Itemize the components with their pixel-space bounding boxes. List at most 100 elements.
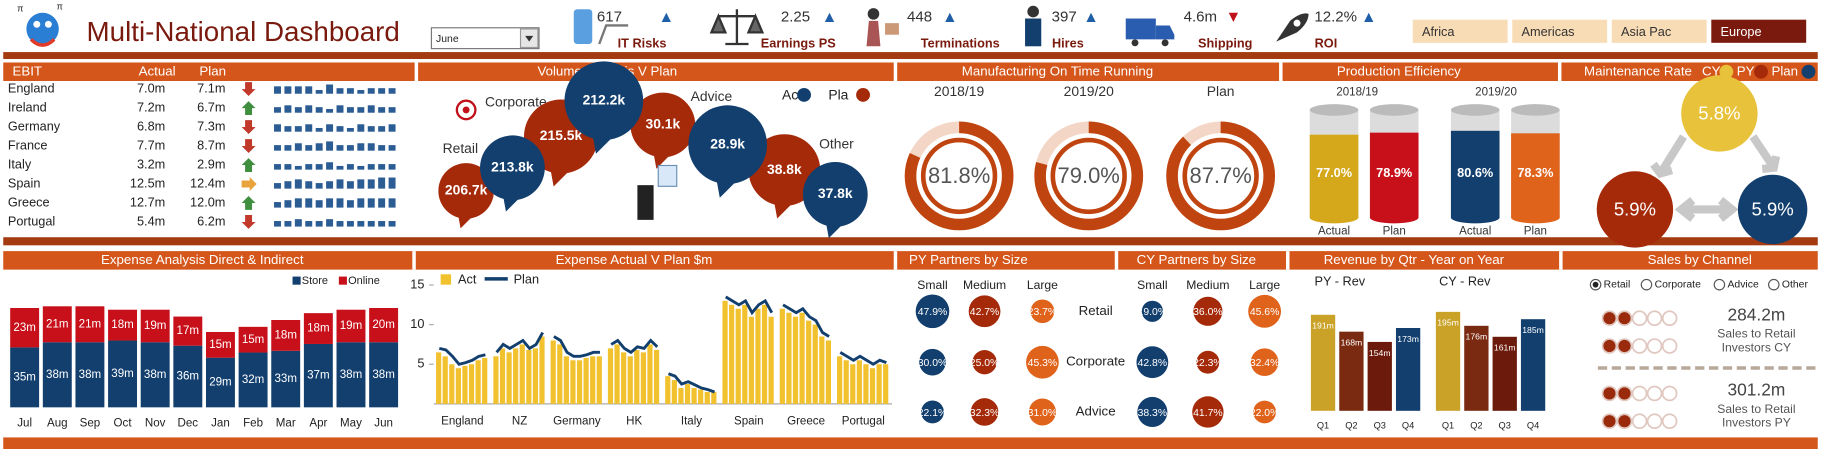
- legend-label: Plan: [1771, 63, 1798, 78]
- dot: [1601, 385, 1618, 402]
- region-button[interactable]: Asia Pac: [1611, 19, 1707, 43]
- spark-bar: [326, 109, 334, 113]
- kpi-label: Earnings PS: [761, 35, 836, 50]
- region-button[interactable]: Europe: [1711, 19, 1807, 43]
- spark-bar: [388, 88, 396, 94]
- spark-bar: [378, 126, 386, 132]
- x-tick-label: England: [441, 415, 483, 427]
- data-label: 78.3%: [1517, 165, 1553, 180]
- kpi-card: [1276, 13, 1309, 42]
- row-value: 12.4m: [190, 175, 225, 190]
- spark-bar: [346, 164, 354, 170]
- row-label: Advice: [1076, 403, 1116, 418]
- bar: [856, 360, 862, 404]
- row-value: 12.5m: [130, 175, 165, 190]
- header-bar: [3, 62, 1818, 82]
- data-label: 185m: [1522, 325, 1544, 335]
- data-label: 191m: [1312, 321, 1334, 331]
- kpi-label: Investors CY: [1722, 341, 1791, 355]
- data-label: 19m: [144, 320, 167, 332]
- bubble: [802, 162, 868, 227]
- legend-label: Plan: [514, 271, 539, 286]
- data-label: 19.0%: [1138, 307, 1168, 318]
- bar: [1339, 331, 1364, 411]
- dot: [1631, 413, 1648, 430]
- bubble: [1028, 398, 1056, 426]
- bar: [475, 360, 481, 404]
- bubble: [630, 92, 696, 158]
- bar: [576, 360, 583, 404]
- data-label: 42.8%: [1138, 358, 1168, 369]
- spark-bar: [357, 221, 365, 227]
- x-tick-label: May: [340, 418, 362, 430]
- channel-option[interactable]: Other: [1767, 278, 1809, 291]
- spark-bar: [357, 124, 365, 132]
- spark-bar: [284, 181, 292, 189]
- cylinder-fill: [1450, 130, 1500, 218]
- status-arrow: [241, 82, 256, 97]
- spark-bar: [315, 200, 323, 208]
- y-tick-label: 10: [410, 316, 424, 331]
- spark-bar: [388, 221, 396, 227]
- spark-bar: [388, 164, 396, 170]
- bar: [570, 360, 576, 404]
- data-label: 206.7k: [445, 182, 488, 198]
- region-label: Asia Pac: [1621, 24, 1672, 39]
- trend-arrow: [1364, 12, 1374, 22]
- data-label: 21m: [79, 318, 102, 330]
- bar: [837, 356, 843, 404]
- spark-bar: [284, 105, 292, 113]
- kpi-value: 617: [597, 8, 622, 25]
- data-label: 31.0%: [1028, 408, 1058, 419]
- region-button-bg: [1412, 19, 1508, 43]
- cylinder-base: [1309, 211, 1359, 224]
- spark-bar: [315, 221, 323, 227]
- region-button-bg: [1512, 19, 1608, 43]
- bar-segment: [303, 313, 333, 344]
- donut-inner: [1050, 137, 1127, 215]
- bar: [1435, 311, 1461, 411]
- bar: [678, 388, 684, 404]
- bar-segment: [108, 340, 138, 408]
- kpi-card: [709, 9, 765, 46]
- bar: [755, 308, 761, 404]
- spark-bar: [367, 221, 375, 227]
- region-button[interactable]: Africa: [1412, 19, 1508, 43]
- cylinder-base: [1511, 211, 1560, 224]
- spark-bar: [284, 145, 292, 151]
- data-label: 38.3%: [1138, 408, 1168, 419]
- data-label: 30.1k: [645, 116, 680, 132]
- kpi-label: Shipping: [1198, 35, 1252, 50]
- option-label: Other: [1782, 279, 1809, 290]
- legend-swatch: [1719, 64, 1734, 79]
- channel-option[interactable]: Advice: [1713, 278, 1759, 291]
- spark-bar: [388, 145, 396, 151]
- spark-bar: [367, 105, 375, 113]
- bar-segment: [10, 347, 40, 408]
- x-tick-label: Q1: [1317, 420, 1329, 430]
- row-label: Ireland: [8, 99, 47, 114]
- spark-bar: [326, 124, 334, 132]
- legend-swatch: [1754, 64, 1768, 79]
- region-button[interactable]: Americas: [1512, 19, 1608, 43]
- channel-option[interactable]: Corporate: [1640, 278, 1701, 291]
- row-value: 3.2m: [137, 156, 165, 171]
- row-label: Greece: [8, 194, 50, 209]
- x-tick-label: Q3: [1499, 420, 1511, 430]
- data-label: 168m: [1341, 338, 1363, 348]
- spark-bar: [346, 107, 354, 113]
- bubble: [480, 135, 545, 201]
- x-tick-label: HK: [626, 415, 642, 427]
- icon: [1125, 18, 1156, 40]
- spark-bar: [378, 145, 386, 151]
- channel-option[interactable]: Retail: [1589, 278, 1630, 291]
- month-dropdown[interactable]: June: [430, 27, 540, 50]
- status-arrow: [241, 177, 257, 191]
- column-header: Actual: [139, 63, 176, 78]
- svg-text:π: π: [17, 4, 23, 14]
- icon: [1025, 18, 1042, 47]
- bar: [698, 389, 704, 404]
- data-label: 22.1%: [918, 408, 948, 419]
- chart-title: Sales by Channel: [1648, 252, 1752, 267]
